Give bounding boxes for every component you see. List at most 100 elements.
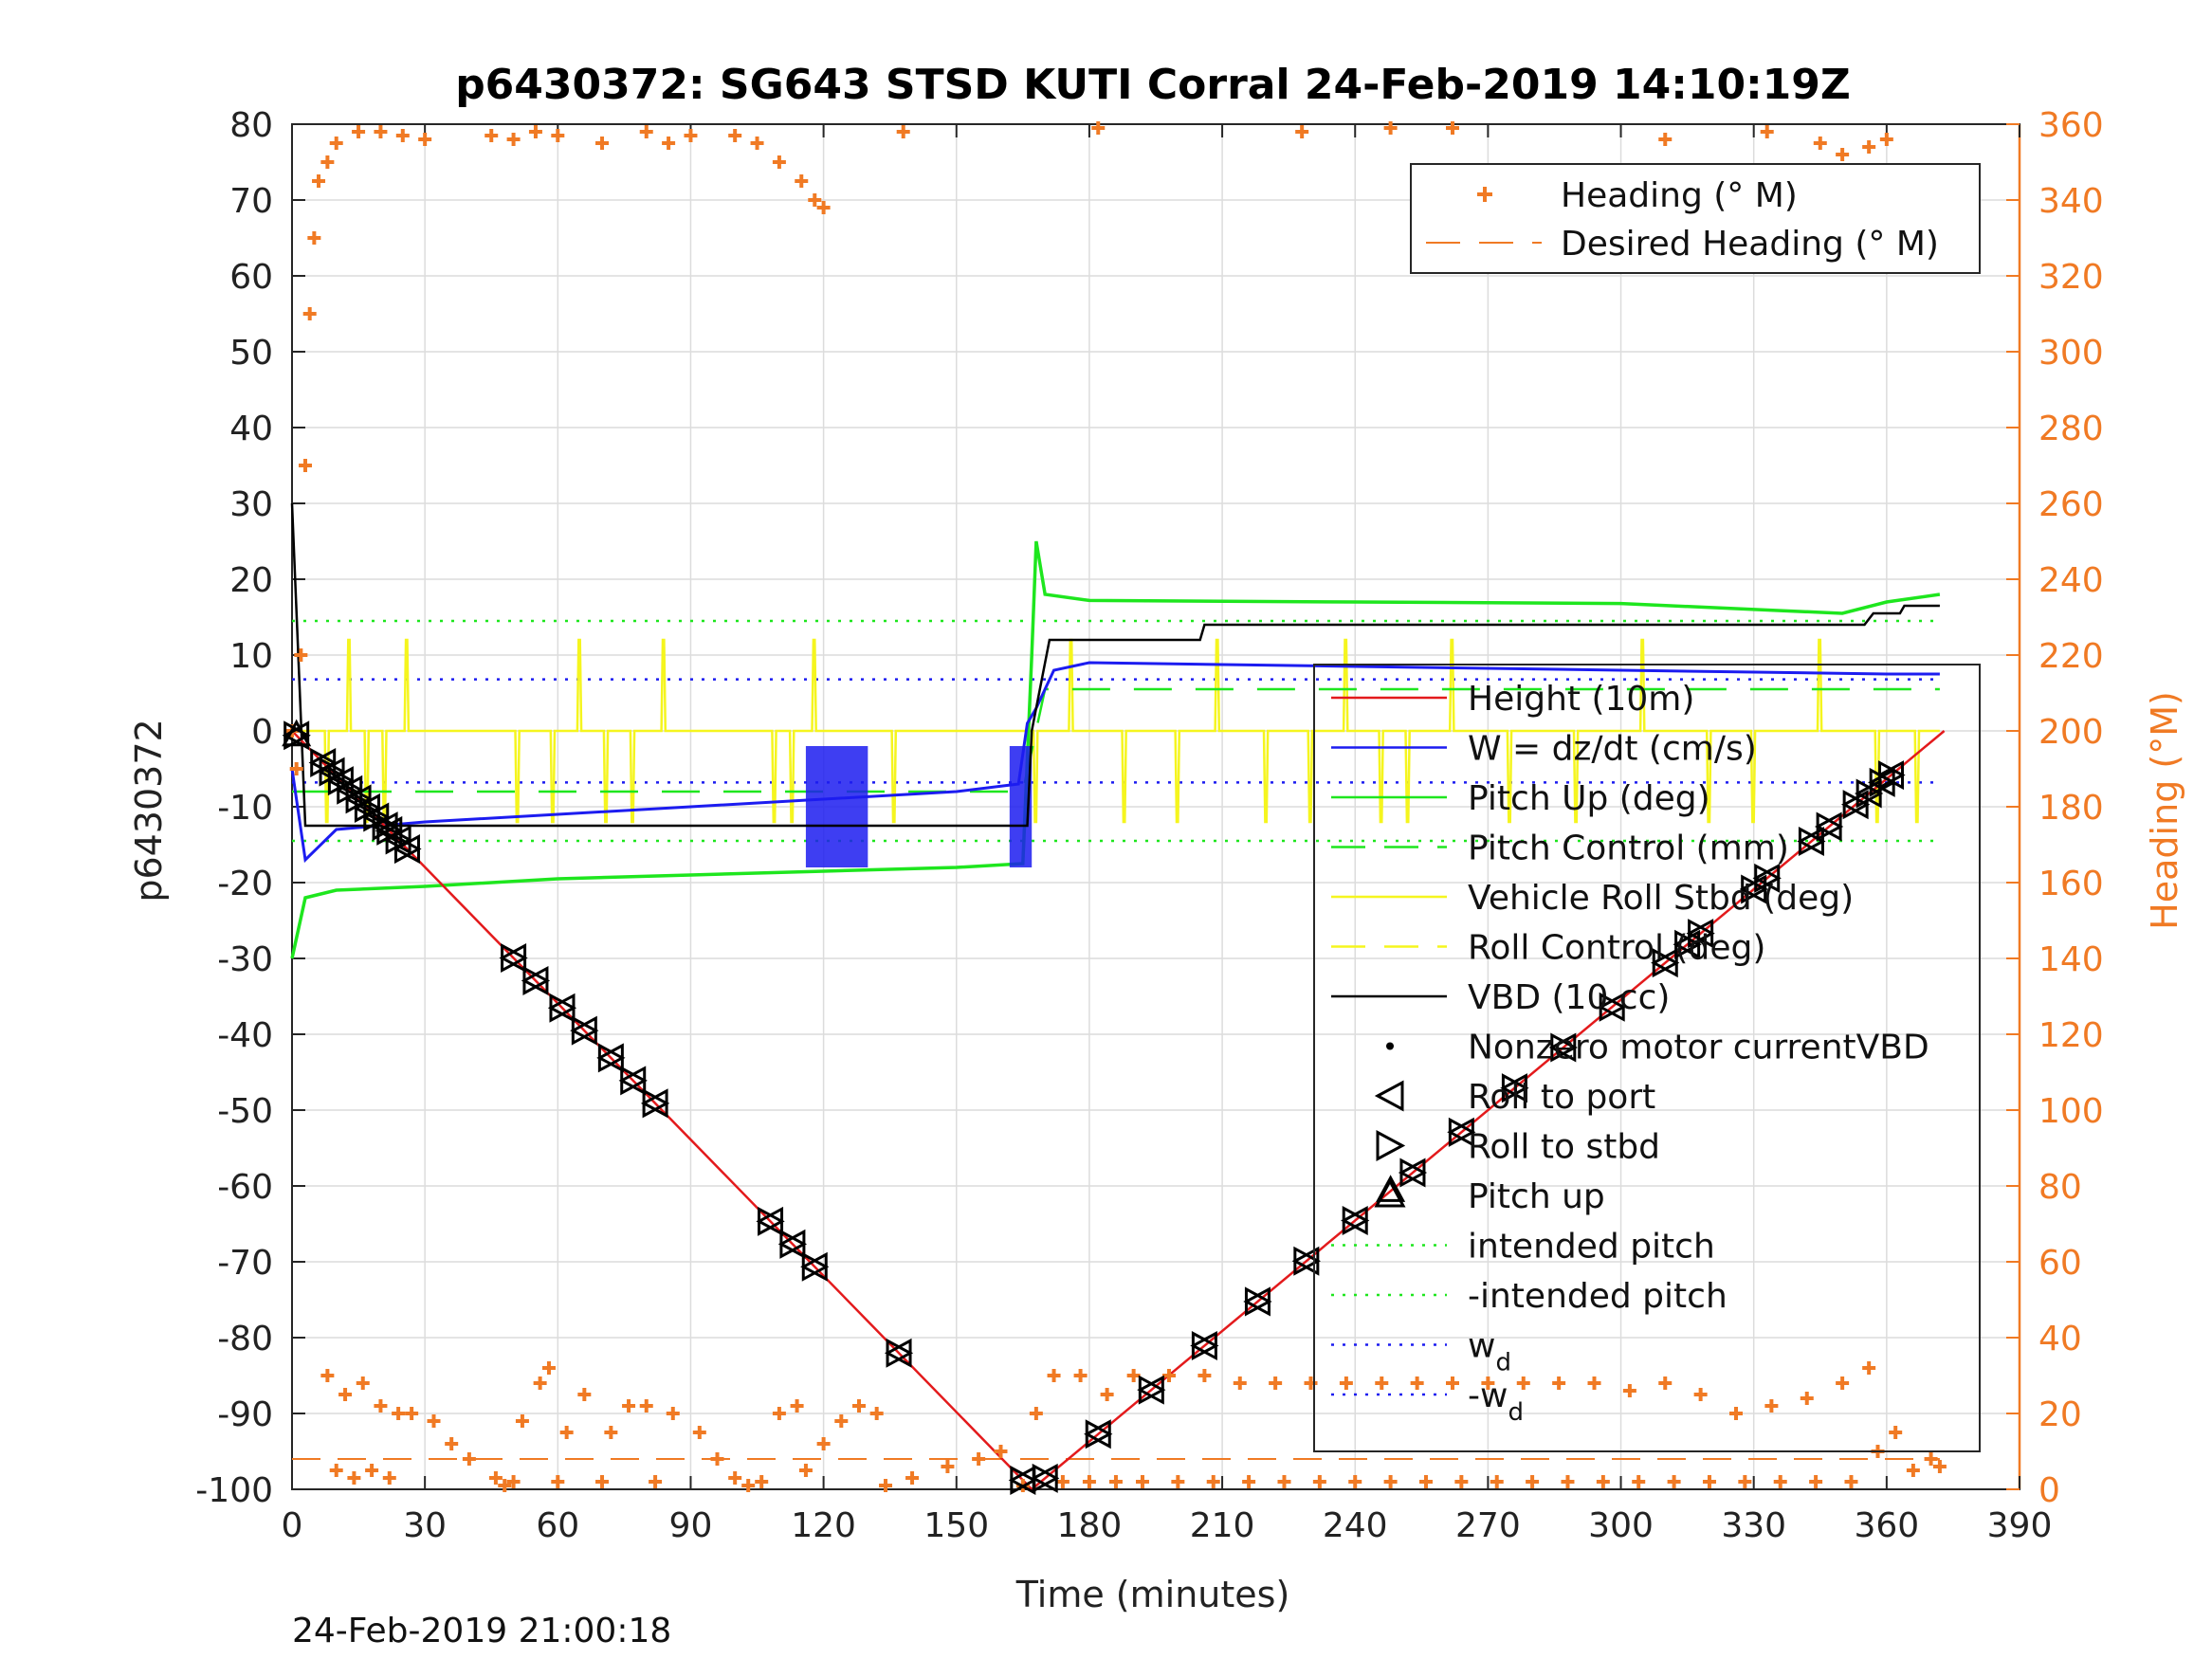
x-tick-label: 390 — [1987, 1506, 2053, 1545]
heading-marker — [1800, 1392, 1814, 1405]
heading-marker — [1773, 1475, 1787, 1488]
heading-marker — [772, 155, 786, 169]
heading-marker — [1729, 1407, 1744, 1420]
vehicle-roll-line — [292, 638, 1940, 824]
heading-marker — [1233, 1376, 1247, 1390]
heading-marker — [1844, 1475, 1858, 1488]
heading-marker — [692, 1426, 706, 1439]
heading-marker — [405, 1407, 419, 1420]
y-right-tick-label: 200 — [2038, 713, 2104, 752]
legend-label: Pitch Control (mm) — [1468, 830, 1789, 868]
y-tick-label: 10 — [229, 637, 273, 676]
heading-marker — [972, 1452, 986, 1466]
y-right-tick-label: 180 — [2038, 789, 2104, 828]
heading-marker — [1277, 1475, 1291, 1488]
heading-marker — [299, 459, 313, 472]
heading-marker — [1375, 1376, 1389, 1390]
w-noise-burst — [1009, 746, 1033, 867]
heading-marker — [1658, 1376, 1673, 1390]
y-right-tick-label: 320 — [2038, 258, 2104, 297]
heading-marker — [1932, 1460, 1947, 1473]
roll-to-stbd-marker — [372, 811, 400, 842]
y-tick-label: -80 — [217, 1320, 273, 1358]
heading-marker — [307, 231, 321, 245]
heading-marker — [533, 1376, 547, 1390]
heading-marker — [1312, 1475, 1326, 1488]
legend-dot-marker — [1386, 1042, 1394, 1050]
heading-marker — [795, 174, 809, 188]
roll-to-stbd-marker — [1032, 1463, 1060, 1493]
heading-marker — [649, 1475, 663, 1488]
heading-marker — [1446, 121, 1460, 135]
heading-marker — [1135, 1475, 1149, 1488]
heading-marker — [1206, 1475, 1220, 1488]
heading-marker — [352, 125, 366, 138]
heading-marker — [488, 1471, 503, 1485]
heading-marker — [506, 133, 521, 146]
roll-to-stbd-marker — [642, 1088, 670, 1119]
roll-to-stbd-marker — [1138, 1375, 1166, 1405]
heading-marker — [1516, 1376, 1530, 1390]
heading-marker — [604, 1426, 618, 1439]
y-right-tick-label: 40 — [2038, 1320, 2082, 1358]
heading-marker — [506, 1475, 521, 1488]
roll-to-stbd-marker — [571, 1015, 599, 1046]
heading-marker — [834, 1414, 849, 1428]
heading-marker — [356, 1376, 370, 1390]
heading-marker — [1481, 1376, 1495, 1390]
heading-marker — [1454, 1475, 1469, 1488]
y-tick-label: 0 — [251, 713, 273, 752]
y-right-tick-label: 0 — [2038, 1471, 2060, 1510]
roll-to-stbd-marker — [1448, 1117, 1476, 1147]
heading-marker — [1073, 1369, 1088, 1382]
y-right-tick-label: 100 — [2038, 1092, 2104, 1131]
heading-marker — [741, 1479, 756, 1492]
y-right-tick-label: 120 — [2038, 1016, 2104, 1055]
heading-marker — [1879, 133, 1893, 146]
x-tick-label: 300 — [1588, 1506, 1654, 1545]
heading-marker — [1552, 1376, 1566, 1390]
heading-marker — [445, 1437, 459, 1450]
heading-marker — [1055, 1475, 1069, 1488]
legend-main: Height (10m) W = dz/dt (cm/s) Pitch Up (de… — [1313, 664, 1981, 1452]
roll-to-stbd-marker — [501, 943, 528, 974]
roll-to-stbd-marker — [801, 1251, 830, 1282]
roll-to-stbd-marker — [620, 1066, 648, 1096]
heading-marker — [666, 1407, 680, 1420]
x-tick-label: 90 — [669, 1506, 713, 1545]
heading-marker — [1126, 1369, 1141, 1382]
legend-heading-label: Heading (° M) — [1561, 176, 1798, 215]
y-tick-label: 50 — [229, 334, 273, 373]
pitch-up-marker — [282, 719, 312, 747]
heading-marker — [515, 1414, 529, 1428]
heading-marker — [1813, 137, 1827, 150]
heading-marker — [798, 1464, 813, 1477]
heading-marker — [994, 1445, 1008, 1458]
heading-marker — [1809, 1475, 1823, 1488]
heading-marker — [365, 1464, 379, 1477]
heading-marker — [1490, 1475, 1504, 1488]
heading-marker — [1242, 1475, 1256, 1488]
heading-marker — [1197, 1369, 1212, 1382]
heading-marker — [1836, 1376, 1850, 1390]
heading-marker — [559, 1426, 574, 1439]
heading-marker — [1171, 1475, 1185, 1488]
grid — [292, 124, 2020, 1489]
heading-marker — [289, 762, 303, 775]
legend-desired-heading-label: Desired Heading (° M) — [1561, 225, 1939, 264]
heading-marker — [551, 1475, 565, 1488]
footer-timestamp: 24-Feb-2019 21:00:18 — [292, 1612, 671, 1650]
heading-marker — [1862, 140, 1876, 154]
legend-label: Roll to stbd — [1468, 1128, 1660, 1167]
heading-marker — [294, 648, 308, 662]
legend-label: W = dz/dt (cm/s) — [1468, 730, 1757, 769]
roll-to-stbd-marker — [1010, 1465, 1037, 1495]
heading-marker — [1047, 1369, 1061, 1382]
heading-marker — [528, 125, 542, 138]
y-right-tick-label: 80 — [2038, 1168, 2082, 1207]
heading-marker — [1632, 1475, 1646, 1488]
heading-marker — [772, 1407, 786, 1420]
heading-marker — [1693, 1388, 1708, 1401]
legend-label: Pitch Up (deg) — [1468, 779, 1710, 818]
